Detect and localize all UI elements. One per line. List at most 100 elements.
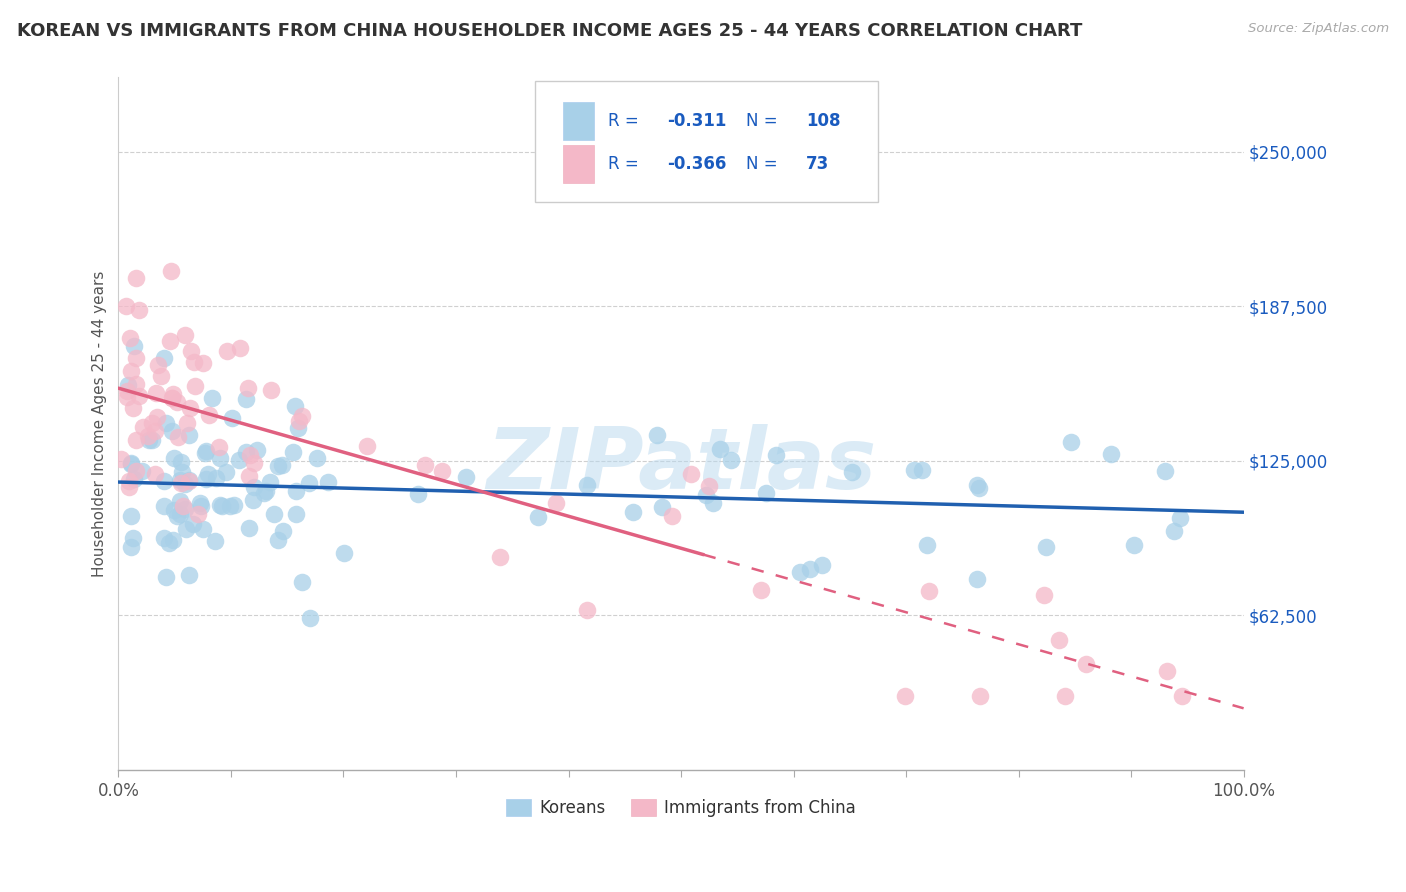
Point [799,562,821,576]
Point [271,524,294,539]
Point [229,341,252,355]
Point [121,531,143,545]
Point [197,467,219,481]
Point [141,433,163,447]
Point [120,508,142,523]
Point [720,452,742,467]
Point [305,450,328,465]
Point [356,438,378,452]
Point [235,392,257,406]
Point [190,499,212,513]
Point [917,538,939,552]
Point [645,428,668,442]
Point [1035,540,1057,554]
Point [702,495,724,509]
Point [1171,689,1194,703]
Point [174,522,197,536]
Point [228,453,250,467]
Point [160,391,183,405]
Point [124,339,146,353]
Point [271,458,294,473]
Point [204,534,226,549]
Point [1054,689,1077,703]
Point [765,448,787,462]
Point [966,478,988,492]
Point [115,390,138,404]
Point [136,429,159,443]
Point [201,391,224,405]
Point [651,500,673,515]
Point [211,500,233,514]
Point [243,456,266,470]
Point [150,369,173,384]
Point [208,451,231,466]
Point [1059,435,1081,450]
Point [117,378,139,392]
Text: Source: ZipAtlas.com: Source: ZipAtlas.com [1249,22,1389,36]
Point [128,389,150,403]
Point [179,427,201,442]
Point [114,299,136,313]
Point [153,531,176,545]
Point [174,476,197,491]
Point [1047,632,1070,647]
Point [124,351,146,366]
Point [621,505,644,519]
Point [841,465,863,479]
Point [180,344,202,359]
Point [254,483,277,498]
Point [179,473,201,487]
Point [298,476,321,491]
Point [238,468,260,483]
Point [1154,464,1177,478]
Point [155,570,177,584]
Point [967,481,990,495]
Point [183,355,205,369]
Point [243,480,266,494]
Point [167,430,190,444]
Point [166,508,188,523]
Point [966,572,988,586]
Point [709,442,731,456]
Point [184,378,207,392]
Text: 73: 73 [806,155,830,173]
Text: N =: N = [747,155,783,173]
Point [159,334,181,349]
Point [162,533,184,548]
Point [169,507,191,521]
Point [169,493,191,508]
Point [179,475,201,489]
Point [120,457,142,471]
Point [122,472,145,486]
Point [285,507,308,521]
Text: ZIPatlas: ZIPatlas [486,424,876,507]
Y-axis label: Householder Income Ages 25 - 44 years: Householder Income Ages 25 - 44 years [93,270,107,577]
Point [267,458,290,473]
Point [287,421,309,435]
Point [125,464,148,478]
Point [162,387,184,401]
Point [160,424,183,438]
Text: -0.366: -0.366 [668,155,727,173]
Point [174,328,197,343]
Point [263,508,285,522]
Point [186,507,208,521]
Point [169,473,191,487]
Point [749,583,772,598]
Text: 108: 108 [806,112,841,130]
Point [215,343,238,358]
Point [153,351,176,365]
Point [661,508,683,523]
Point [125,376,148,391]
Point [1099,447,1122,461]
Point [117,474,139,488]
Point [246,443,269,458]
Point [122,401,145,415]
Point [172,499,194,513]
Point [128,303,150,318]
FancyBboxPatch shape [534,81,877,202]
Point [173,501,195,516]
Point [195,443,218,458]
Point [575,603,598,617]
Point [266,533,288,547]
